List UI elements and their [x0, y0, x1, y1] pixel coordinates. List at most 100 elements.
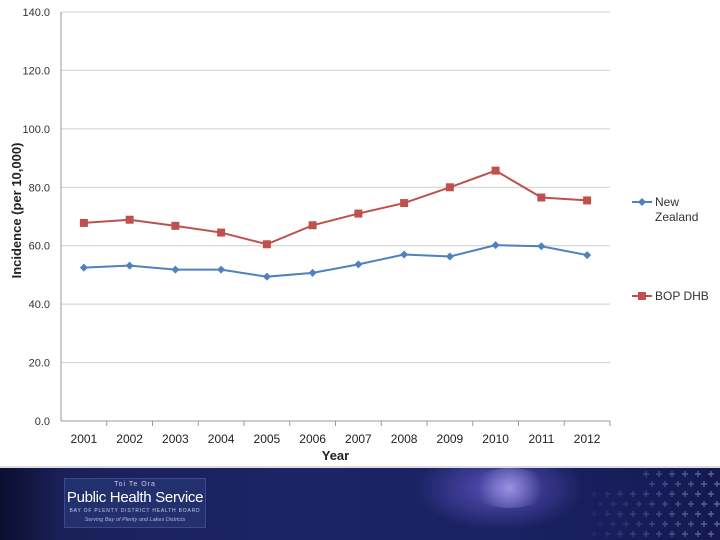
plus-glyph [643, 531, 649, 537]
footer-divider [0, 466, 720, 468]
data-point-bop-dhb [262, 240, 271, 249]
plus-glyph [630, 511, 636, 517]
data-point-new-zealand [262, 272, 271, 281]
legend-label: BOP DHB [655, 289, 709, 303]
y-tick-label: 100.0 [22, 124, 50, 136]
plus-glyph [591, 511, 597, 517]
footer-shade [0, 468, 60, 540]
x-tick-label: 2004 [208, 432, 235, 446]
data-point-bop-dhb [79, 218, 88, 227]
plus-glyph [630, 531, 636, 537]
logo-tagline: Serving Bay of Plenty and Lakes District… [84, 517, 186, 523]
gridlines [60, 11, 610, 422]
x-tick-label: 2005 [254, 432, 281, 446]
logo-top-text: Toi Te Ora [114, 481, 156, 488]
x-axis-title: Year [322, 448, 349, 463]
plus-glyph [649, 481, 655, 487]
plus-glyph [636, 521, 642, 527]
legend-marker [638, 292, 646, 300]
data-point-bop-dhb [445, 183, 454, 192]
plus-glyph [604, 531, 610, 537]
plus-glyph [714, 521, 720, 527]
plus-glyph [669, 491, 675, 497]
plus-glyph [675, 521, 681, 527]
plus-glyph [669, 531, 675, 537]
y-axis-ticks: 0.0 20.0 40.0 60.0 80.0 100.0 120.0 140.0 [22, 7, 50, 428]
plus-glyph [701, 501, 707, 507]
plus-glyph [610, 501, 616, 507]
logo-main-text: Public Health Service [66, 489, 204, 506]
y-tick-label: 0.0 [35, 416, 50, 428]
plus-glyph [656, 511, 662, 517]
plus-glyph [695, 531, 701, 537]
data-point-new-zealand [537, 242, 546, 251]
y-tick-label: 140.0 [22, 7, 50, 19]
plus-glyph [643, 471, 649, 477]
x-tick-label: 2006 [299, 432, 326, 446]
x-tick-label: 2007 [345, 432, 372, 446]
x-tick-label: 2010 [482, 432, 509, 446]
legend-marker [638, 198, 646, 206]
x-tick-label: 2001 [71, 432, 98, 446]
logo-sub-text: BAY OF PLENTY DISTRICT HEALTH BOARD [69, 508, 201, 514]
plus-glyph [662, 481, 668, 487]
y-tick-label: 80.0 [29, 182, 50, 194]
plus-glyph [656, 531, 662, 537]
plus-glyph [695, 511, 701, 517]
x-tick-label: 2002 [116, 432, 143, 446]
plus-glyph [688, 521, 694, 527]
data-point-bop-dhb [400, 199, 409, 208]
data-point-bop-dhb [491, 166, 500, 175]
plus-glyph [669, 511, 675, 517]
data-point-new-zealand [583, 251, 592, 260]
plus-glyph [708, 471, 714, 477]
data-point-bop-dhb [171, 221, 180, 230]
data-point-new-zealand [400, 250, 409, 259]
data-point-bop-dhb [125, 215, 134, 224]
legend-entry-bop-dhb: BOP DHB [632, 289, 709, 303]
plus-glyph [643, 511, 649, 517]
plus-glyph [695, 491, 701, 497]
x-tick-label: 2008 [391, 432, 418, 446]
data-point-new-zealand [308, 268, 317, 277]
plus-glyph [617, 511, 623, 517]
plus-glyph [708, 531, 714, 537]
plus-glyph [675, 481, 681, 487]
plus-glyph [610, 521, 616, 527]
data-point-bop-dhb [217, 228, 226, 237]
plus-glyph [597, 521, 603, 527]
plus-glyph [656, 491, 662, 497]
plus-glyph [675, 501, 681, 507]
plus-glyph [662, 501, 668, 507]
data-point-bop-dhb [537, 193, 546, 202]
legend-entry-new-zealand: New Zealand [632, 195, 698, 224]
plus-glyph [591, 531, 597, 537]
legend-label: New Zealand [655, 195, 698, 224]
x-tick-label: 2003 [162, 432, 189, 446]
plus-glyph [636, 501, 642, 507]
line-chart: 0.0 20.0 40.0 60.0 80.0 100.0 120.0 140.0 2001 2… [9, 7, 709, 463]
data-point-new-zealand [354, 260, 363, 269]
series-line-bop-dhb [83, 169, 588, 246]
footer-banner: Toi Te Ora Public Health Service BAY OF … [0, 468, 720, 540]
plus-glyph [714, 481, 720, 487]
plus-pattern-decoration [591, 471, 720, 537]
plus-glyph [623, 501, 629, 507]
data-point-new-zealand [79, 263, 88, 272]
plus-glyph [701, 481, 707, 487]
plus-glyph [701, 521, 707, 527]
plus-glyph [617, 491, 623, 497]
series-line-new-zealand [83, 244, 588, 278]
plus-glyph [604, 511, 610, 517]
y-tick-label: 60.0 [29, 241, 50, 253]
legend: New Zealand BOP DHB [632, 195, 709, 303]
plus-glyph [617, 531, 623, 537]
plus-glyph [714, 501, 720, 507]
plus-glyph [630, 491, 636, 497]
plus-glyph [591, 491, 597, 497]
plus-glyph [708, 491, 714, 497]
data-point-new-zealand [491, 241, 500, 250]
plus-glyph [682, 531, 688, 537]
data-point-new-zealand [171, 265, 180, 274]
